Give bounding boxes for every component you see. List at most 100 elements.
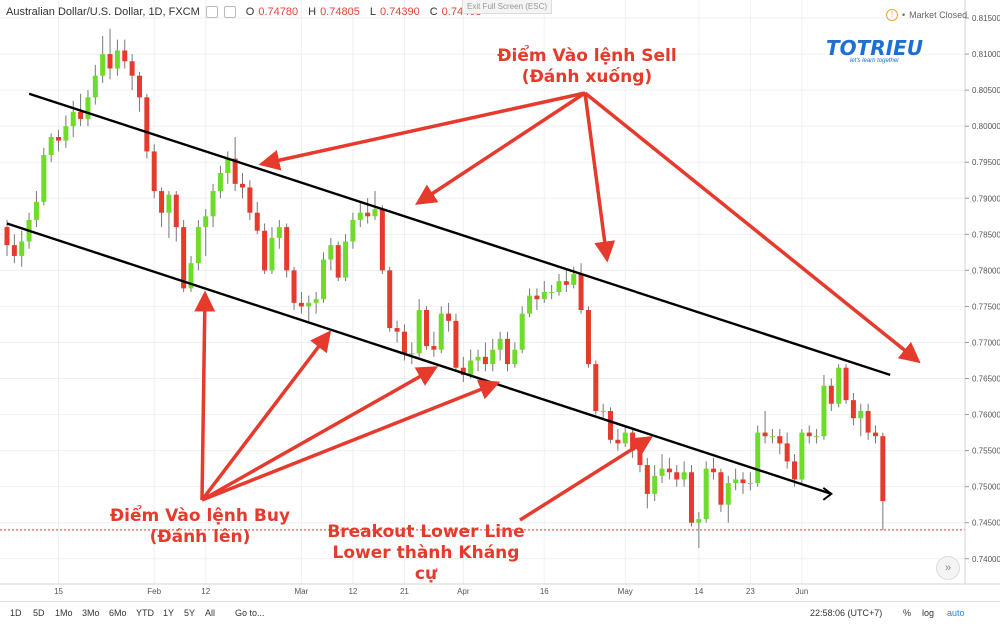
y-tick-label: 0.75500 bbox=[972, 447, 1000, 456]
candle-body bbox=[151, 151, 157, 192]
candle-body bbox=[298, 302, 304, 307]
candle-body bbox=[291, 270, 297, 303]
ohlc-low-value: 0.74390 bbox=[379, 6, 420, 18]
visibility-icon[interactable] bbox=[223, 6, 236, 18]
candle-body bbox=[387, 270, 393, 329]
candle-body bbox=[217, 173, 223, 192]
sell-annotation-line1: Điểm Vào lệnh Sell bbox=[497, 46, 677, 66]
candle-body bbox=[482, 356, 488, 365]
candle-body bbox=[343, 241, 349, 278]
candle-body bbox=[740, 479, 746, 484]
timeframe-all[interactable]: All bbox=[205, 608, 216, 618]
candle-body bbox=[100, 54, 106, 76]
y-tick-label: 0.77000 bbox=[972, 338, 1000, 347]
y-tick-label: 0.77500 bbox=[972, 302, 1000, 311]
candle-body bbox=[460, 367, 466, 375]
candle-body bbox=[122, 50, 128, 62]
candle-body bbox=[262, 230, 268, 271]
candle-body bbox=[490, 349, 496, 365]
log-toggle[interactable]: log bbox=[922, 608, 935, 618]
candle-body bbox=[512, 349, 518, 365]
auto-toggle[interactable]: auto bbox=[947, 608, 965, 618]
sell-arrow bbox=[583, 91, 921, 364]
candle-body bbox=[92, 75, 98, 98]
candle-body bbox=[733, 479, 739, 484]
sell-arrow bbox=[258, 91, 586, 171]
timeframe-1d[interactable]: 1D bbox=[10, 608, 22, 618]
x-axis[interactable]: 15 Feb 12 Mar 12 21 Apr 16 May 14 23 Jun bbox=[0, 583, 1000, 596]
sell-arrow bbox=[583, 92, 616, 263]
x-tick-label: 12 bbox=[348, 587, 357, 596]
x-tick-label: Jun bbox=[795, 587, 808, 596]
timeframe-5d[interactable]: 5D bbox=[33, 608, 45, 618]
timeframe-1y[interactable]: 1Y bbox=[163, 608, 175, 618]
scroll-to-latest-button[interactable]: » bbox=[936, 556, 960, 580]
y-tick-label: 0.75000 bbox=[972, 483, 1000, 492]
timeframe-3mo[interactable]: 3Mo bbox=[82, 608, 100, 618]
brand-logo: TOTRIEU let's learn together bbox=[826, 36, 923, 64]
candle-body bbox=[850, 400, 856, 419]
y-axis[interactable]: 0.81500 0.81000 0.80500 0.80000 0.79500 0.790… bbox=[964, 0, 1000, 584]
candle-body bbox=[56, 136, 62, 141]
candle-body bbox=[747, 483, 753, 485]
percent-toggle[interactable]: % bbox=[903, 608, 912, 618]
candle-body bbox=[711, 468, 717, 473]
buy-arrow bbox=[200, 330, 332, 502]
candle-body bbox=[872, 432, 878, 437]
candle-body bbox=[836, 367, 842, 404]
candle-body bbox=[880, 436, 886, 502]
current-time[interactable]: 22:58:06 (UTC+7) bbox=[810, 608, 883, 618]
x-tick-label: Mar bbox=[295, 587, 309, 596]
y-tick-label: 0.74000 bbox=[972, 555, 1000, 564]
candle-body bbox=[70, 111, 76, 127]
timeframe-6mo[interactable]: 6Mo bbox=[109, 608, 127, 618]
candle-body bbox=[365, 212, 371, 217]
bottom-toolbar: 1D 5D 1Mo 3Mo 6Mo YTD 1Y 5Y All Go to...… bbox=[0, 601, 1000, 626]
candle-body bbox=[865, 410, 871, 433]
timeframe-1mo[interactable]: 1Mo bbox=[55, 608, 73, 618]
candle-body bbox=[85, 97, 91, 119]
candle-body bbox=[534, 295, 540, 300]
candle-body bbox=[696, 519, 702, 523]
timeframe-ytd[interactable]: YTD bbox=[136, 608, 154, 618]
ohlc-open-label: O bbox=[245, 6, 255, 18]
chart-header: Australian Dollar/U.S. Dollar, 1D, FXCM … bbox=[6, 6, 481, 18]
sell-annotation-line2: (Đánh xuống) bbox=[521, 67, 653, 87]
candle-body bbox=[666, 468, 672, 473]
candle-body bbox=[571, 273, 577, 285]
candle-body bbox=[688, 472, 694, 523]
x-tick-label: 23 bbox=[746, 587, 755, 596]
candle-body bbox=[144, 97, 150, 152]
candle-body bbox=[313, 299, 319, 303]
brand-tagline: let's learn together bbox=[850, 58, 900, 64]
ohlc-low-label: L bbox=[369, 6, 376, 18]
candle-body bbox=[181, 227, 187, 289]
candle-body bbox=[637, 450, 643, 466]
y-tick-label: 0.74500 bbox=[972, 519, 1000, 528]
candles bbox=[4, 28, 886, 548]
candle-body bbox=[78, 111, 84, 119]
x-tick-label: 21 bbox=[400, 587, 409, 596]
candle-body bbox=[136, 75, 142, 98]
candle-body bbox=[556, 281, 562, 292]
candle-body bbox=[622, 432, 628, 444]
symbol-title[interactable]: Australian Dollar/U.S. Dollar, 1D, FXCM bbox=[6, 6, 200, 18]
candle-body bbox=[247, 187, 253, 213]
candle-body bbox=[585, 310, 591, 365]
timeframe-5y[interactable]: 5Y bbox=[184, 608, 196, 618]
candle-body bbox=[541, 292, 547, 300]
y-tick-label: 0.80500 bbox=[972, 86, 1000, 95]
y-tick-label: 0.78500 bbox=[972, 230, 1000, 239]
candle-body bbox=[593, 364, 599, 411]
annotation-arrows bbox=[194, 91, 921, 522]
buy-annotation: Điểm Vào lệnh Buy (Đánh lên) bbox=[90, 506, 310, 548]
settings-icon[interactable] bbox=[205, 6, 218, 18]
goto-button[interactable]: Go to... bbox=[235, 608, 265, 618]
candle-body bbox=[777, 436, 783, 444]
exit-fullscreen-button[interactable]: Exit Full Screen (ESC) bbox=[462, 0, 553, 14]
trendline-lower bbox=[6, 222, 832, 496]
candle-body bbox=[431, 346, 437, 350]
candle-body bbox=[821, 385, 827, 437]
candle-body bbox=[527, 295, 533, 314]
